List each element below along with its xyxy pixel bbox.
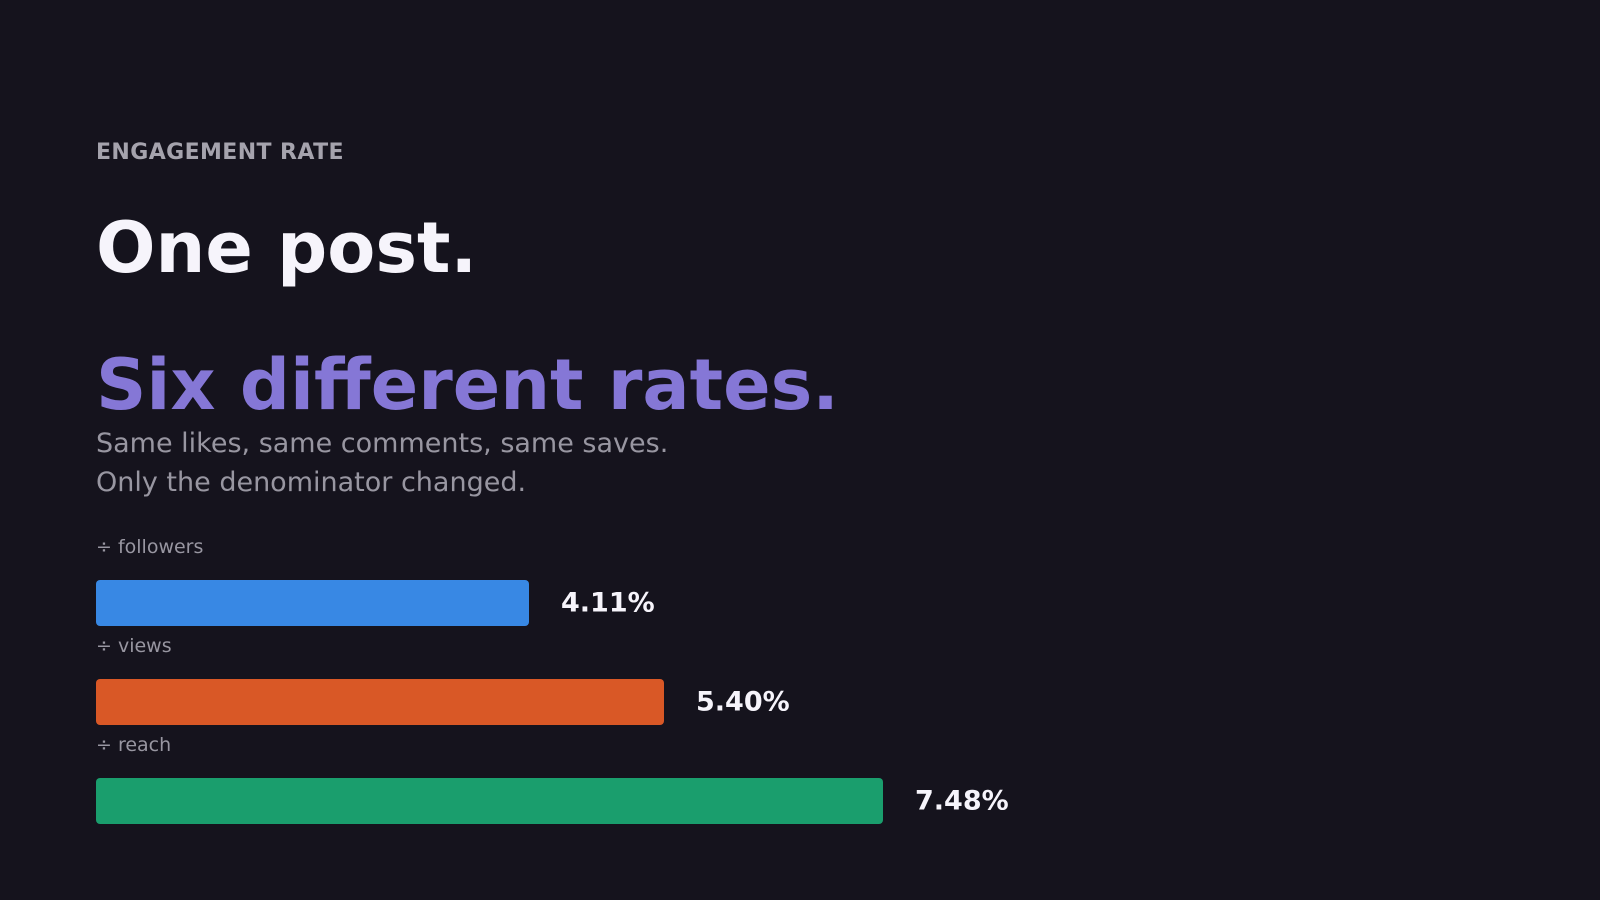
eyebrow-label: ENGAGEMENT RATE [96, 140, 344, 165]
bar-track: 5.40% [96, 679, 1096, 725]
headline: One post. [96, 207, 478, 289]
bar-row: ÷ reach 7.48% [96, 731, 1196, 830]
bar-category-label: ÷ reach [96, 734, 172, 756]
bar-track: 7.48% [96, 778, 1096, 824]
bar-category-label: ÷ followers [96, 536, 204, 558]
bar-track: 4.11% [96, 580, 1096, 626]
bar-value-label: 7.48% [915, 785, 1009, 817]
subheadline: Six different rates. [96, 344, 839, 426]
bar [96, 679, 664, 725]
bar-value-label: 4.11% [561, 587, 655, 619]
bar [96, 580, 529, 626]
bar-category-label: ÷ views [96, 635, 172, 657]
bar-value-label: 5.40% [696, 686, 790, 718]
description-line: Same likes, same comments, same saves. [96, 428, 669, 459]
engagement-rate-bar-chart: ÷ followers 4.11% ÷ views 5.40% ÷ reach 7.48% [96, 533, 1196, 830]
description: Same likes, same comments, same saves. O… [96, 424, 668, 502]
bar [96, 778, 883, 824]
bar-row: ÷ views 5.40% [96, 632, 1196, 731]
bar-row: ÷ followers 4.11% [96, 533, 1196, 632]
description-line: Only the denominator changed. [96, 467, 527, 498]
